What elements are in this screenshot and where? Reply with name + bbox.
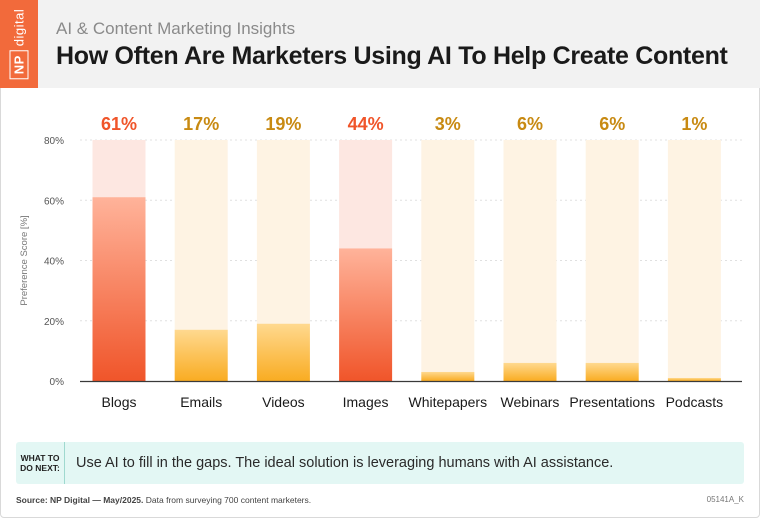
bar-track xyxy=(503,140,557,381)
next-step-text: Use AI to fill in the gaps. The ideal so… xyxy=(76,455,614,471)
y-tick-label: 20% xyxy=(44,317,64,328)
value-label: 6% xyxy=(599,114,625,134)
source-text: Data from surveying 700 content marketer… xyxy=(145,495,312,505)
y-tick-label: 80% xyxy=(44,136,64,147)
bar-track xyxy=(667,140,721,381)
category-label: Presentations xyxy=(569,394,655,410)
header: NP digital AI & Content Marketing Insight… xyxy=(0,0,760,88)
value-label: 61% xyxy=(101,114,137,134)
logo-word: digital xyxy=(11,8,27,47)
source-label: Source: NP Digital — May/2025. xyxy=(16,495,144,505)
category-label: Images xyxy=(343,394,389,410)
bar-track xyxy=(585,140,639,381)
category-label: Podcasts xyxy=(666,394,724,410)
value-label: 44% xyxy=(348,114,384,134)
value-label: 3% xyxy=(435,114,461,134)
np-digital-logo: NP digital xyxy=(0,0,38,88)
kicker: AI & Content Marketing Insights xyxy=(56,19,296,38)
next-step-label: WHAT TO DO NEXT: xyxy=(16,442,65,484)
y-axis-title: Preference Score [%] xyxy=(19,215,30,305)
bar-blogs xyxy=(92,197,146,381)
y-tick-label: 0% xyxy=(50,377,65,388)
value-label: 19% xyxy=(265,114,301,134)
bar-podcasts xyxy=(667,377,721,381)
bar-videos xyxy=(256,323,310,381)
y-tick-label: 60% xyxy=(44,196,64,207)
value-label: 1% xyxy=(681,114,707,134)
category-label: Emails xyxy=(180,394,222,410)
y-tick-label: 40% xyxy=(44,257,64,268)
bar-track xyxy=(421,140,475,381)
bar-webinars xyxy=(503,362,557,381)
value-label: 17% xyxy=(183,114,219,134)
category-label: Whitepapers xyxy=(409,394,488,410)
value-label: 6% xyxy=(517,114,543,134)
next-step-box: WHAT TO DO NEXT: Use AI to fill in the g… xyxy=(16,442,744,484)
logo-box: NP xyxy=(9,50,29,80)
bar-chart: 0% 20% 40% 60% 80% Preference Score [%] 61% Blo… xyxy=(19,114,742,410)
category-label: Blogs xyxy=(101,394,136,410)
bar-images xyxy=(339,248,393,381)
bar-emails xyxy=(174,329,228,381)
category-label: Webinars xyxy=(501,394,560,410)
page-title: How Often Are Marketers Using AI To Help… xyxy=(56,42,728,70)
bar-presentations xyxy=(585,362,639,381)
asset-code: 05141A_K xyxy=(706,495,744,504)
source-note: Source: NP Digital — May/2025. Data from… xyxy=(16,495,311,505)
category-label: Videos xyxy=(262,394,305,410)
bar-whitepapers xyxy=(421,371,475,381)
